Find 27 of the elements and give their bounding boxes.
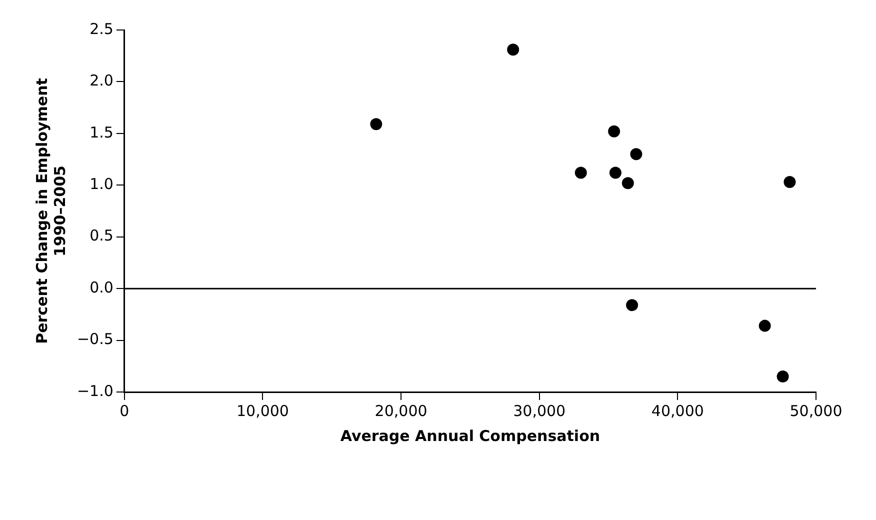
y-tick-label: 2.5 [90, 20, 114, 38]
y-axis-title: Percent Change in Employment 1990–2005 [32, 78, 69, 344]
x-tick-label: 50,000 [790, 402, 842, 420]
y-tick-label: 2.0 [90, 72, 114, 90]
x-tick-label: 20,000 [374, 402, 428, 420]
x-tick-label: 30,000 [513, 402, 566, 420]
x-tick-label: 10,000 [236, 402, 289, 420]
point [622, 177, 634, 190]
y-tick-label: 1.5 [90, 123, 114, 142]
x-tick-label: 0 [120, 402, 130, 420]
point [609, 166, 622, 179]
y-tick-label: 0.5 [90, 226, 114, 245]
point [776, 370, 789, 382]
point [784, 176, 796, 188]
x-tick-label: 40,000 [651, 402, 704, 420]
y-tick-label: 1.0 [90, 175, 114, 194]
point [370, 118, 382, 130]
point [626, 299, 638, 312]
point [630, 148, 642, 160]
x-axis-title: Average Annual Compensation [340, 426, 600, 445]
point [608, 125, 620, 138]
y-tick-label: −0.5 [76, 330, 114, 348]
point [758, 320, 771, 332]
point [507, 44, 520, 56]
y-tick-label: 0.0 [90, 278, 114, 296]
point [574, 166, 587, 179]
y-tick-label: −1.0 [76, 382, 114, 400]
